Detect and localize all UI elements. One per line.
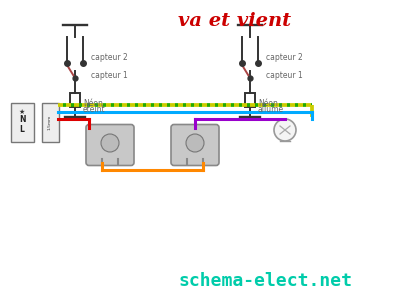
Text: schema-elect.net: schema-elect.net [178, 272, 352, 290]
FancyBboxPatch shape [86, 124, 134, 166]
FancyBboxPatch shape [171, 124, 219, 166]
Text: N: N [19, 116, 25, 124]
Bar [245, 93, 255, 107]
Text: 1.5mm: 1.5mm [48, 114, 52, 130]
FancyBboxPatch shape [42, 103, 58, 142]
FancyBboxPatch shape [10, 103, 34, 142]
Text: capteur 2: capteur 2 [91, 53, 128, 62]
Text: allumé: allumé [258, 104, 284, 113]
Text: ★: ★ [19, 109, 25, 115]
Text: L: L [20, 124, 24, 134]
Text: capteur 2: capteur 2 [266, 53, 303, 62]
Text: Néon: Néon [258, 98, 278, 107]
Text: va et vient: va et vient [178, 12, 292, 30]
Text: capteur 1: capteur 1 [266, 70, 303, 80]
Circle shape [186, 134, 204, 152]
Text: capteur 1: capteur 1 [91, 70, 128, 80]
Text: éteint: éteint [83, 104, 106, 113]
Bar [70, 93, 80, 107]
Circle shape [101, 134, 119, 152]
Text: Néon: Néon [83, 98, 103, 107]
Circle shape [274, 119, 296, 141]
